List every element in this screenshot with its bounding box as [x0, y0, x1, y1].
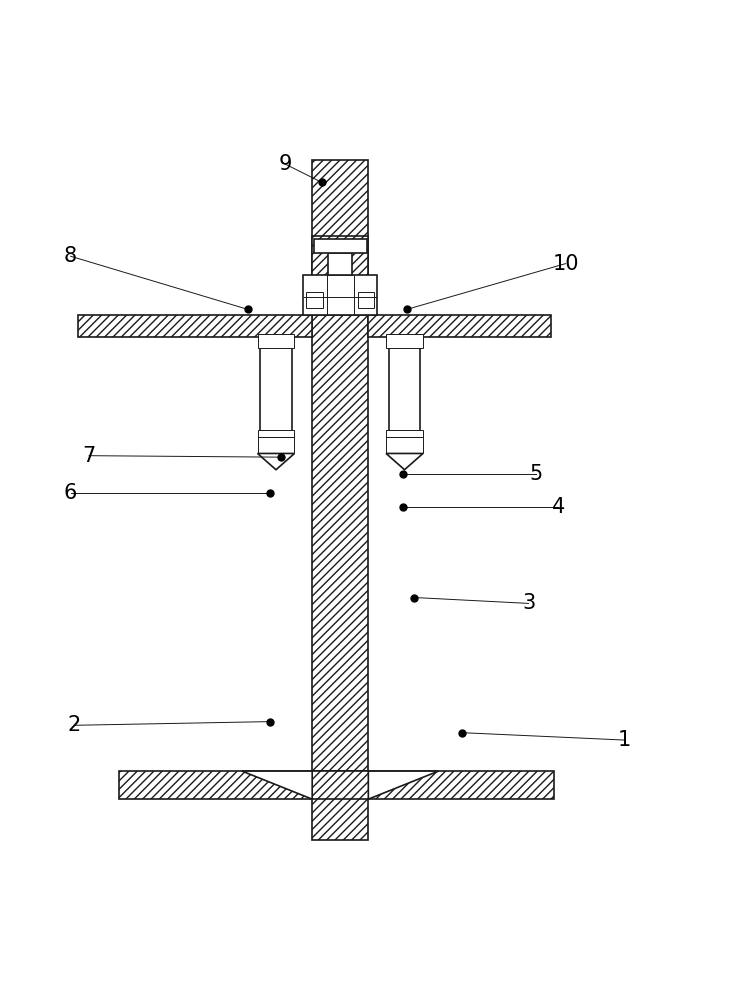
Polygon shape — [368, 771, 438, 799]
Bar — [312, 771, 368, 840]
Text: 3: 3 — [522, 593, 536, 613]
Polygon shape — [386, 453, 423, 470]
Text: 6: 6 — [64, 483, 78, 503]
Text: 2: 2 — [68, 715, 81, 735]
Polygon shape — [242, 771, 312, 799]
Bar — [358, 292, 374, 308]
Text: 4: 4 — [551, 497, 565, 517]
Bar — [258, 437, 294, 453]
Bar — [306, 292, 323, 308]
Text: 7: 7 — [82, 446, 96, 466]
Bar — [386, 437, 423, 453]
Bar — [261, 337, 291, 437]
Bar — [386, 334, 423, 348]
Bar — [258, 334, 294, 348]
Bar — [78, 315, 312, 337]
Bar — [312, 160, 368, 771]
Text: 10: 10 — [552, 254, 579, 274]
Bar — [386, 430, 423, 437]
Bar — [389, 337, 420, 437]
Bar — [329, 253, 352, 275]
Bar — [312, 236, 368, 315]
Text: 9: 9 — [278, 154, 291, 174]
Polygon shape — [258, 453, 294, 470]
Text: 1: 1 — [618, 730, 631, 750]
Bar — [303, 275, 377, 315]
Text: 5: 5 — [530, 464, 542, 484]
Bar — [119, 771, 554, 799]
Bar — [314, 239, 367, 253]
Bar — [258, 430, 294, 437]
Bar — [368, 315, 551, 337]
Text: 8: 8 — [64, 246, 77, 266]
